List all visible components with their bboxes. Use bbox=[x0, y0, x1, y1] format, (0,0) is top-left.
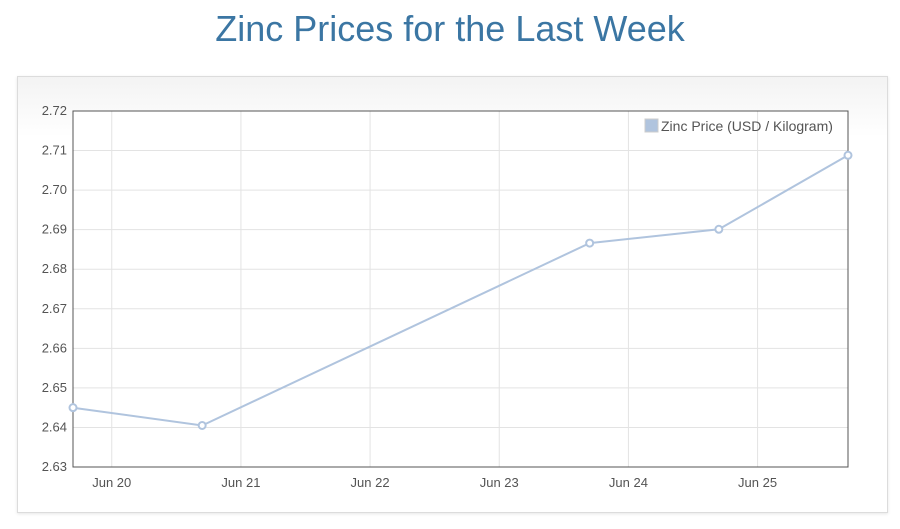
data-point bbox=[585, 238, 595, 248]
y-tick-label: 2.64 bbox=[42, 419, 67, 434]
y-tick-label: 2.65 bbox=[42, 380, 67, 395]
legend-swatch bbox=[644, 118, 659, 133]
y-tick-label: 2.63 bbox=[42, 459, 67, 474]
data-point bbox=[843, 150, 853, 160]
page-title: Zinc Prices for the Last Week bbox=[215, 8, 685, 49]
y-tick-label: 2.72 bbox=[42, 103, 67, 118]
y-tick-label: 2.67 bbox=[42, 301, 67, 316]
y-tick-label: 2.71 bbox=[42, 143, 67, 158]
y-tick-label: 2.68 bbox=[42, 261, 67, 276]
x-tick-label: Jun 23 bbox=[480, 475, 519, 490]
y-tick-label: 2.69 bbox=[42, 222, 67, 237]
x-tick-label: Jun 24 bbox=[609, 475, 648, 490]
x-tick-label: Jun 20 bbox=[92, 475, 131, 490]
chart-panel: 2.72 2.71 2.70 2.69 2.68 2.67 2.66 2.65 2.64 2.63… bbox=[17, 76, 888, 513]
x-tick-label: Jun 25 bbox=[738, 475, 777, 490]
plot-border bbox=[72, 110, 849, 468]
legend-label: Zinc Price (USD / Kilogram) bbox=[661, 118, 833, 134]
y-tick-label: 2.70 bbox=[42, 182, 67, 197]
x-tick-label: Jun 22 bbox=[351, 475, 390, 490]
plot-area bbox=[73, 111, 848, 467]
x-tick-label: Jun 21 bbox=[221, 475, 260, 490]
data-point bbox=[68, 403, 78, 413]
data-point bbox=[714, 224, 724, 234]
y-tick-label: 2.66 bbox=[42, 340, 67, 355]
line-chart: 2.72 2.71 2.70 2.69 2.68 2.67 2.66 2.65 2.64 2.63… bbox=[42, 103, 853, 490]
data-point bbox=[197, 420, 207, 430]
